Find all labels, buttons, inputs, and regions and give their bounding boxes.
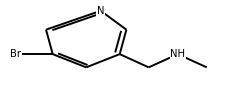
Text: Br: Br [10, 49, 21, 59]
Text: N: N [97, 6, 104, 16]
Text: NH: NH [169, 49, 184, 59]
